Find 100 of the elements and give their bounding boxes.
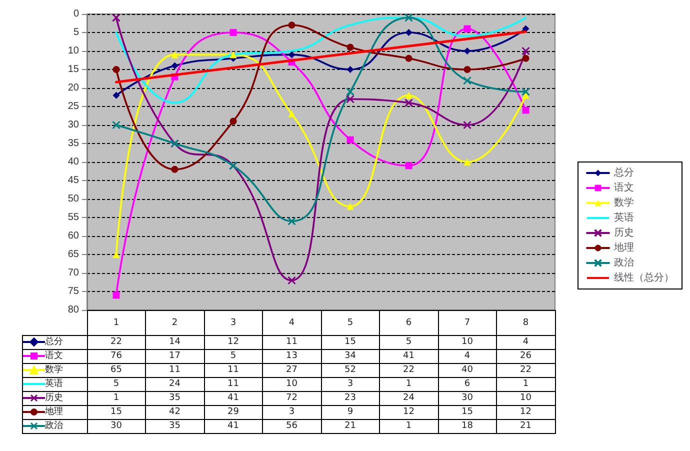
data-label: 22 xyxy=(496,364,555,378)
data-label: 10 xyxy=(438,336,496,350)
point xyxy=(464,25,471,32)
data-label: 23 xyxy=(321,392,380,406)
x-tick-label: 7 xyxy=(438,310,496,336)
point xyxy=(464,158,471,166)
data-label: 35 xyxy=(146,392,204,406)
point xyxy=(112,120,120,130)
legend-label: 地理 xyxy=(613,242,634,254)
data-label: 52 xyxy=(321,364,380,378)
data-label: 5 xyxy=(380,336,438,350)
data-label: 29 xyxy=(204,406,262,420)
point xyxy=(404,13,413,22)
text: 数学 xyxy=(45,365,63,375)
legend-label: 历史 xyxy=(614,226,634,238)
point xyxy=(405,162,412,170)
data-label: 14 xyxy=(146,336,204,350)
point xyxy=(463,76,472,85)
data-label: 1 xyxy=(380,420,438,434)
data-label: 27 xyxy=(262,364,321,378)
point xyxy=(171,51,178,58)
point xyxy=(405,92,412,99)
data-label: 15 xyxy=(321,336,380,350)
point xyxy=(112,292,120,299)
legend-label: 语文 xyxy=(45,351,63,361)
y-tick-label: 45 xyxy=(68,175,80,186)
y-tick-label: 65 xyxy=(68,249,80,260)
point xyxy=(288,276,296,285)
y-tick-label: 15 xyxy=(68,64,80,75)
legend-label: 总分 xyxy=(613,166,634,178)
point xyxy=(112,66,120,73)
data-label: 12 xyxy=(204,336,262,350)
data-label: 10 xyxy=(262,378,321,392)
text: 政治 xyxy=(45,421,63,431)
legend-label: 数学 xyxy=(614,196,634,208)
data-label: 4 xyxy=(438,350,496,364)
data-label: 3 xyxy=(262,406,321,420)
point xyxy=(522,92,530,99)
line-series xyxy=(115,16,527,104)
data-label: 15 xyxy=(438,406,496,420)
point xyxy=(230,118,237,125)
data-label: 9 xyxy=(321,406,380,420)
y-tick-label: 20 xyxy=(68,82,80,94)
y-tick-label: 35 xyxy=(68,138,80,149)
point xyxy=(112,13,120,22)
data-label: 11 xyxy=(204,378,262,392)
data-label: 34 xyxy=(321,350,380,364)
data-label: 13 xyxy=(262,350,321,364)
x-tick-label: 1 xyxy=(87,310,146,336)
legend-label: 英语 xyxy=(614,212,634,224)
data-label: 11 xyxy=(146,364,204,378)
data-label: 5 xyxy=(87,378,146,392)
y-tick-label: 25 xyxy=(68,101,80,112)
point xyxy=(346,94,354,104)
legend-label: 政治 xyxy=(614,256,634,268)
data-label: 42 xyxy=(146,406,204,420)
data-label: 65 xyxy=(87,364,146,378)
data-label: 17 xyxy=(146,350,204,364)
x-tick-label: 4 xyxy=(262,310,321,336)
point xyxy=(346,66,354,73)
data-label: 35 xyxy=(146,420,204,434)
point xyxy=(405,29,412,36)
point xyxy=(346,202,354,210)
text: 总分 xyxy=(45,337,63,347)
point xyxy=(522,54,530,62)
data-label: 3 xyxy=(321,378,380,392)
point xyxy=(522,46,530,56)
y-tick-label: 60 xyxy=(68,230,80,242)
data-label: 41 xyxy=(204,392,262,406)
data-label: 22 xyxy=(380,364,438,378)
data-label: 11 xyxy=(204,364,262,378)
legend-label: 线性（总分） xyxy=(614,272,674,284)
data-label: 30 xyxy=(87,420,146,434)
y-tick-label: 80 xyxy=(68,304,80,316)
point xyxy=(404,98,413,108)
point xyxy=(171,62,178,70)
data-label: 11 xyxy=(262,336,321,350)
data-label: 21 xyxy=(496,420,555,434)
y-tick-label: 5 xyxy=(73,27,80,38)
y-tick-label: 50 xyxy=(68,194,80,204)
data-label: 72 xyxy=(262,392,321,406)
data-label: 41 xyxy=(380,350,438,364)
text: 地理 xyxy=(45,407,63,417)
data-label: 30 xyxy=(438,392,496,406)
y-tick-label: 40 xyxy=(68,156,80,168)
y-tick-label: 30 xyxy=(68,120,80,130)
point xyxy=(522,87,530,96)
point xyxy=(346,44,354,51)
data-label: 22 xyxy=(87,336,146,350)
data-label: 41 xyxy=(204,420,262,434)
data-label: 18 xyxy=(438,420,496,434)
text: 历史 xyxy=(45,393,63,403)
point xyxy=(288,51,296,58)
data-label: 12 xyxy=(496,406,555,420)
data-label: 56 xyxy=(262,420,321,434)
point xyxy=(230,51,237,58)
data-label: 4 xyxy=(496,336,555,350)
data-label: 6 xyxy=(438,378,496,392)
data-label: 1 xyxy=(496,378,555,392)
x-tick-label: 2 xyxy=(146,310,204,336)
